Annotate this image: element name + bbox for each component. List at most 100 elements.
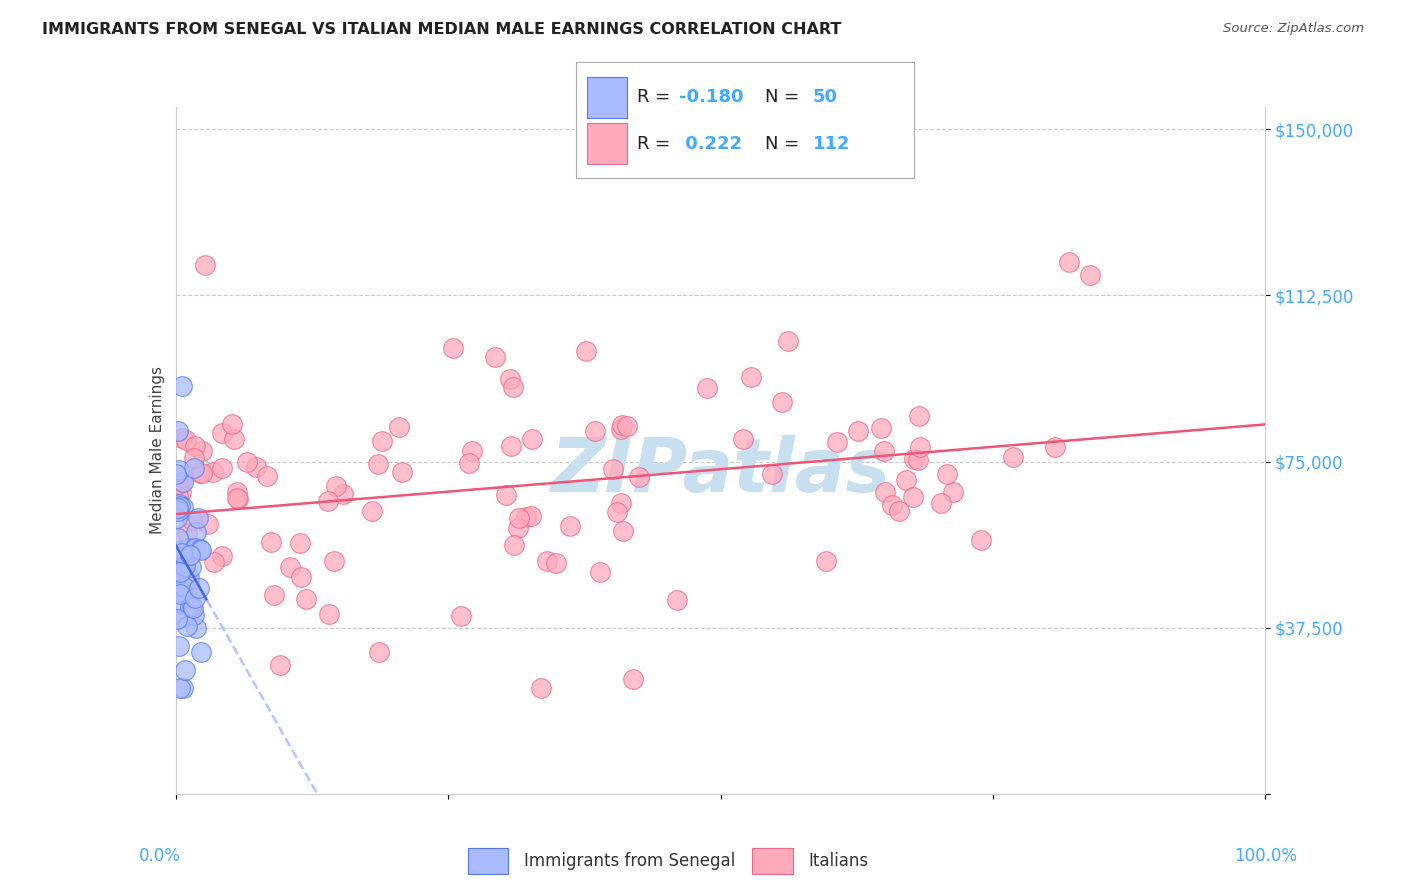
Point [560, 518, 582, 533]
Point [186, 621, 208, 635]
Point [530, 681, 553, 695]
Point [544, 556, 567, 570]
Point [495, 488, 517, 502]
Text: 0.0%: 0.0% [138, 847, 180, 865]
Point [169, 585, 191, 599]
Text: N =: N = [765, 88, 800, 106]
Point [184, 541, 207, 556]
Point [174, 586, 197, 600]
Point [907, 452, 929, 467]
Point [458, 456, 481, 470]
Point [179, 592, 201, 607]
Point [176, 619, 198, 633]
Point [228, 491, 250, 506]
Point [172, 379, 194, 393]
Point [936, 467, 959, 482]
Point [391, 465, 413, 479]
Point [502, 380, 524, 394]
Point [665, 593, 688, 607]
Bar [468, 847, 508, 874]
Point [172, 681, 194, 695]
Point [169, 587, 191, 601]
Point [761, 467, 783, 481]
Point [170, 546, 193, 560]
Point [515, 510, 537, 524]
Point [740, 370, 762, 384]
Point [170, 485, 193, 500]
Point [970, 533, 993, 547]
Point [1059, 255, 1081, 269]
Point [612, 524, 634, 539]
Point [606, 505, 628, 519]
Point [167, 504, 190, 518]
Point [191, 444, 214, 458]
Point [172, 500, 194, 515]
Point [278, 559, 301, 574]
Point [295, 592, 318, 607]
Point [166, 612, 188, 626]
Point [190, 543, 212, 558]
Point [873, 444, 896, 458]
Point [173, 580, 195, 594]
Point [910, 441, 932, 455]
Point [211, 549, 233, 563]
Point [610, 496, 633, 510]
Text: N =: N = [765, 135, 800, 153]
Point [181, 513, 204, 527]
Point [903, 451, 925, 466]
Point [170, 431, 193, 445]
Point [733, 433, 755, 447]
Point [627, 470, 650, 484]
Point [827, 435, 849, 450]
Point [388, 419, 411, 434]
Point [848, 424, 870, 438]
Point [172, 475, 194, 490]
Point [169, 499, 191, 513]
Text: R =: R = [637, 135, 671, 153]
Point [180, 599, 202, 613]
Point [508, 510, 530, 524]
Point [889, 503, 911, 517]
Point [316, 494, 339, 508]
Point [506, 521, 529, 535]
Point [167, 497, 190, 511]
Point [256, 469, 278, 483]
Point [589, 565, 612, 579]
Point [499, 371, 522, 385]
Text: 112: 112 [813, 135, 851, 153]
Point [194, 258, 217, 272]
Point [367, 645, 389, 659]
Point [166, 567, 188, 582]
Point [484, 351, 506, 365]
Point [621, 672, 644, 686]
Point [245, 459, 267, 474]
Point [177, 575, 200, 590]
Point [226, 484, 249, 499]
Point [174, 663, 197, 677]
Point [211, 461, 233, 475]
Point [183, 461, 205, 475]
Point [221, 417, 243, 432]
Point [167, 639, 190, 653]
Point [167, 569, 190, 583]
Point [1043, 440, 1066, 454]
Point [602, 462, 624, 476]
Point [575, 344, 598, 359]
Point [170, 597, 193, 611]
Point [165, 467, 187, 481]
Point [226, 491, 249, 505]
Point [260, 534, 283, 549]
Point [170, 543, 193, 558]
Point [183, 608, 205, 623]
Text: Italians: Italians [808, 852, 869, 870]
Point [450, 609, 472, 624]
Point [942, 485, 965, 500]
Point [903, 491, 925, 505]
Point [907, 409, 929, 424]
Point [170, 577, 193, 591]
Point [173, 553, 195, 567]
Point [290, 536, 312, 550]
Point [190, 645, 212, 659]
Point [177, 570, 200, 584]
Point [188, 541, 211, 556]
